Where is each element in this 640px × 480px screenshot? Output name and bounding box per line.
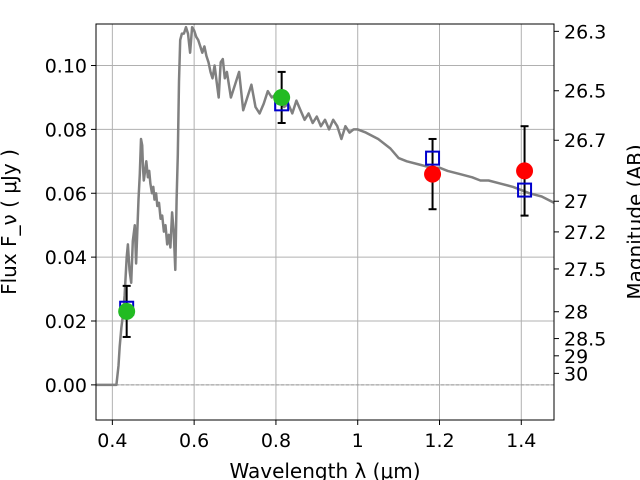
y-tick-label: 0.06	[45, 183, 87, 205]
y2-tick-label: 28	[564, 302, 588, 324]
x-tick-label: 1	[352, 430, 364, 452]
data-markers	[118, 88, 534, 320]
plot-background	[96, 24, 554, 420]
y2-tick-label: 27.5	[564, 259, 606, 281]
plot-frame	[95, 23, 555, 421]
x-tick-label: 0.6	[179, 430, 209, 452]
x-tick-label: 1.2	[424, 430, 454, 452]
observed-circle-marker	[118, 302, 136, 320]
y2-tick-label: 29	[564, 346, 588, 368]
observed-circle-marker	[424, 165, 442, 183]
y2-tick-label: 26.7	[564, 130, 606, 152]
x-axis-label: Wavelength λ (μm)	[229, 459, 420, 480]
observed-circle-marker	[273, 88, 291, 106]
y2-tick-label: 26.3	[564, 21, 606, 43]
y-tick-label: 0.04	[45, 247, 87, 269]
model-square-marker	[425, 150, 441, 166]
y-tick-label: 0.08	[45, 119, 87, 141]
x-tick-label: 0.4	[97, 430, 127, 452]
y-tick-label: 0.10	[45, 56, 87, 78]
y2-tick-label: 27	[564, 191, 588, 213]
y-tick-label: 0.02	[45, 311, 87, 333]
y2-axis-label: Magnitude (AB)	[623, 144, 640, 299]
y2-tick-label: 26.5	[564, 81, 606, 103]
x-tick-label: 0.8	[261, 430, 291, 452]
sed-model-line	[96, 25, 555, 387]
x-tick-label: 1.4	[506, 430, 536, 452]
observed-circle-marker	[516, 162, 534, 180]
y2-tick-label: 30	[564, 363, 588, 385]
y-axis-label: Flux F_ν ( μJy )	[0, 149, 21, 295]
model-square-marker	[517, 182, 533, 198]
y2-tick-label: 28.5	[564, 329, 606, 351]
y2-tick-label: 27.2	[564, 222, 606, 244]
y-tick-label: 0.00	[45, 375, 87, 397]
y-axis-ticks: 0.00 0.02 0.04 0.06 0.08 0.10	[45, 56, 96, 397]
x-axis-ticks: 0.4 0.6 0.8 1 1.2 1.4	[97, 420, 536, 452]
